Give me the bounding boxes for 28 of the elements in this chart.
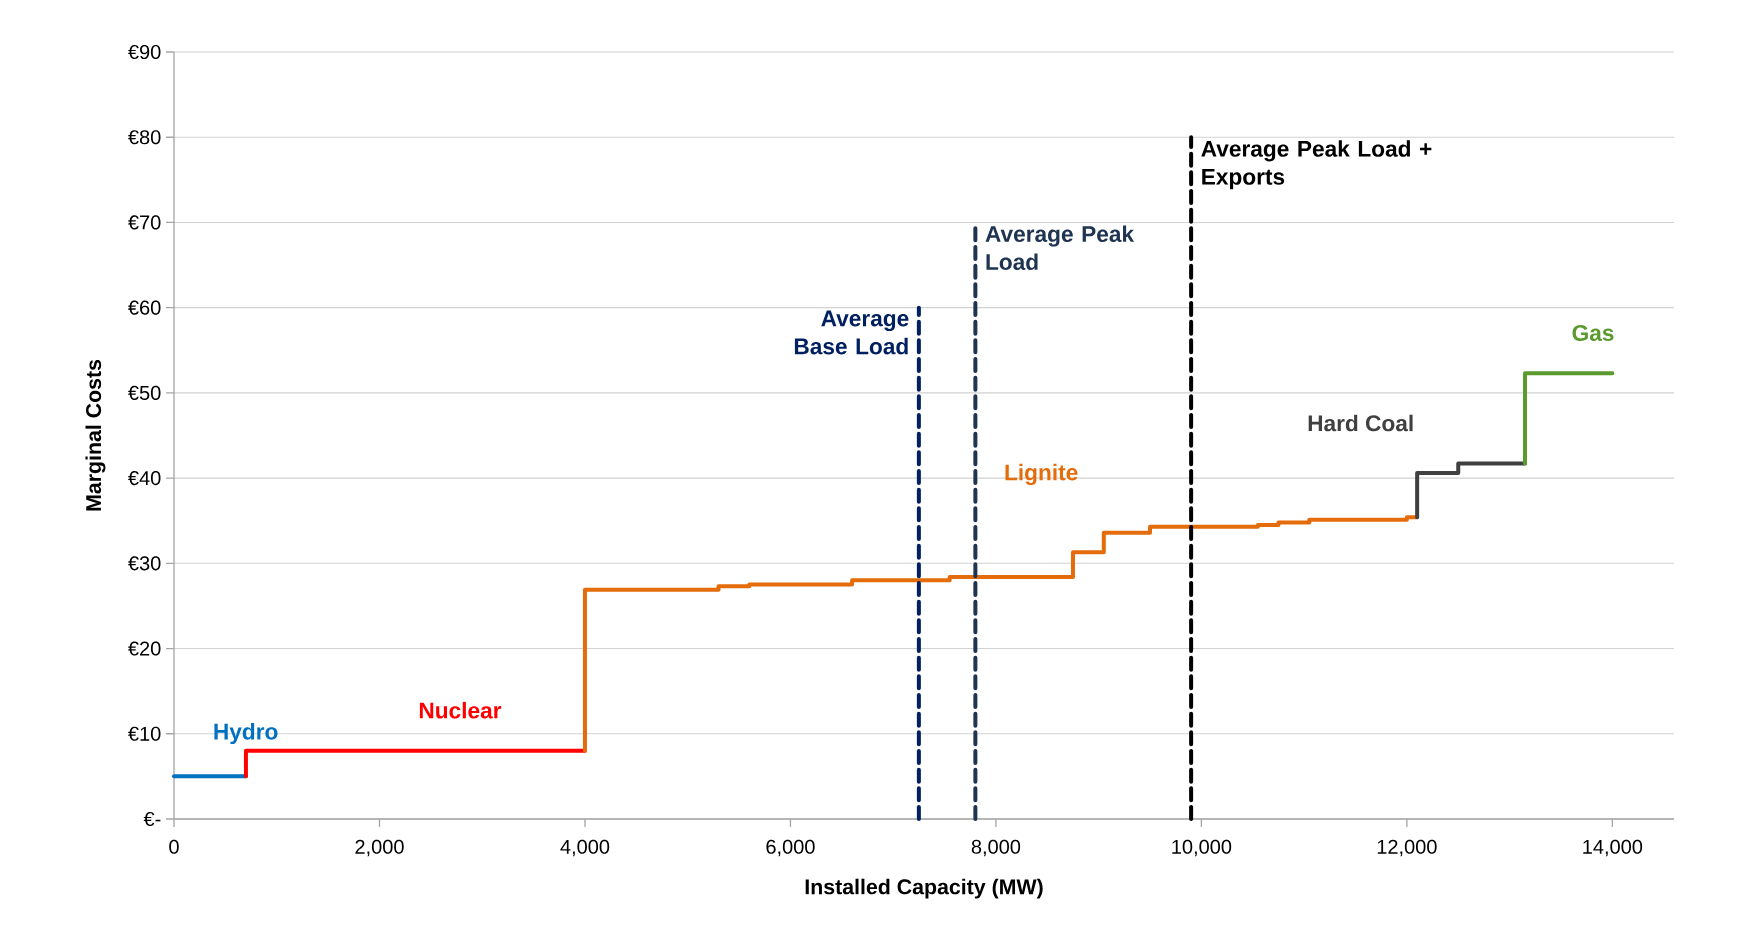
text: Lignite: [1005, 463, 1078, 486]
x-tick-label: 10,000: [1172, 839, 1232, 857]
x-tick-label: 8,000: [971, 839, 1021, 857]
series-label: Nuclear: [419, 701, 502, 719]
x-tick-label: 6,000: [766, 839, 815, 857]
x-tick-label: 12,000: [1377, 839, 1437, 857]
series-label: Hydro: [214, 722, 278, 745]
y-tick-label: €10: [128, 726, 161, 741]
x-tick-label: 0: [169, 839, 179, 854]
x-tick-label: 4,000: [560, 839, 610, 857]
y-tick-label: €-: [143, 811, 161, 827]
x-axis-title: Installed Capacity (MW): [805, 878, 1043, 899]
y-tick-label: €20: [128, 641, 161, 656]
x-tick-label: 14,000: [1583, 839, 1643, 857]
x-tick-label: 2,000: [355, 839, 404, 857]
series-label: Hard Coal: [1308, 414, 1413, 432]
y-tick-label: €50: [128, 385, 161, 400]
series-label: Average Peak Load + Exports: [1201, 140, 1432, 190]
y-axis-title: Marginal Costs: [85, 359, 106, 511]
y-tick-label: €60: [128, 300, 161, 315]
series-label: Average Peak Load: [985, 225, 1135, 271]
y-tick-label: €80: [128, 130, 161, 145]
y-tick-label: €30: [128, 556, 161, 571]
series-label: Gas: [1572, 324, 1614, 342]
y-tick-label: €90: [128, 44, 161, 60]
series-label: Average Base Load: [794, 310, 909, 355]
y-tick-label: €40: [128, 471, 161, 486]
y-tick-label: €70: [128, 215, 161, 230]
